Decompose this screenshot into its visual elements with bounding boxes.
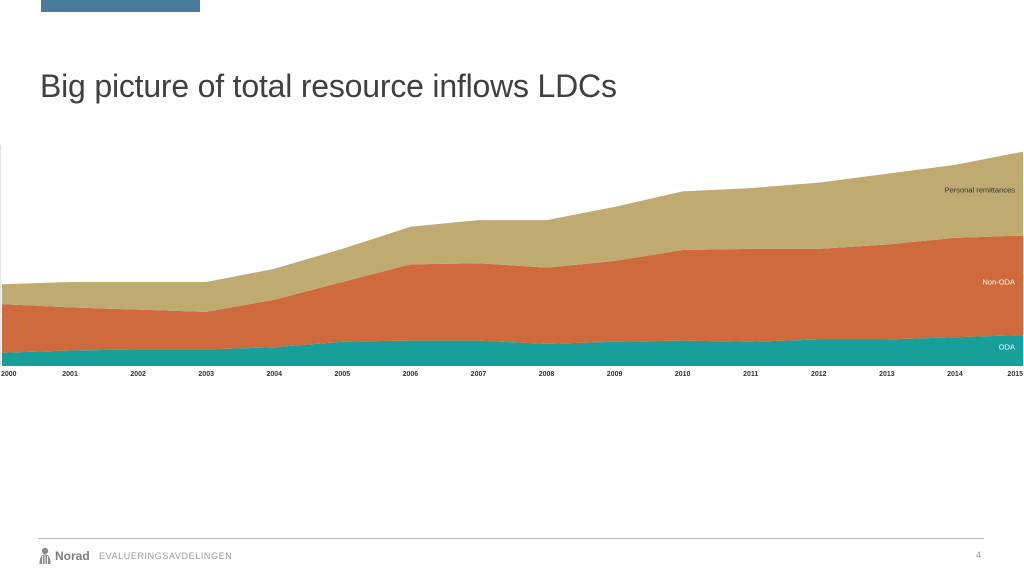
x-tick-label: 2002 (130, 371, 146, 378)
x-tick-label: 2013 (879, 371, 895, 378)
series-label: Non-ODA (982, 277, 1015, 286)
x-tick-label: 2005 (335, 371, 351, 378)
x-tick-label: 2012 (811, 371, 827, 378)
norad-emblem-icon (39, 547, 51, 564)
x-tick-label: 2000 (1, 371, 17, 378)
x-tick-label: 2006 (403, 371, 419, 378)
x-tick-label: 2007 (471, 371, 487, 378)
logo-text: Norad (55, 549, 90, 563)
area-personal-remittances (2, 151, 1023, 312)
area-non-oda (2, 235, 1023, 353)
x-tick-label: 2004 (266, 371, 282, 378)
slide-title: Big picture of total resource inflows LD… (40, 68, 617, 104)
department-label: EVALUERINGSAVDELINGEN (99, 551, 233, 561)
x-tick-label: 2009 (607, 371, 623, 378)
x-tick-label: 2015 (1007, 371, 1023, 378)
area-oda (2, 335, 1023, 366)
series-label: Personal remittances (945, 186, 1016, 195)
x-tick-label: 2001 (62, 371, 78, 378)
norad-logo: Norad (38, 547, 90, 565)
x-tick-label: 2014 (947, 371, 963, 378)
x-tick-label: 2008 (539, 371, 555, 378)
page-number: 4 (976, 550, 982, 560)
footer-divider (38, 538, 984, 539)
x-tick-label: 2010 (675, 371, 691, 378)
x-tick-label: 2011 (743, 371, 758, 378)
stacked-area-chart: ODA Non-ODA Personal remittances 2000 2001 2… (0, 145, 1023, 378)
series-label: ODA (999, 343, 1015, 352)
x-tick-label: 2003 (198, 371, 214, 378)
title-accent-bar (41, 0, 200, 12)
